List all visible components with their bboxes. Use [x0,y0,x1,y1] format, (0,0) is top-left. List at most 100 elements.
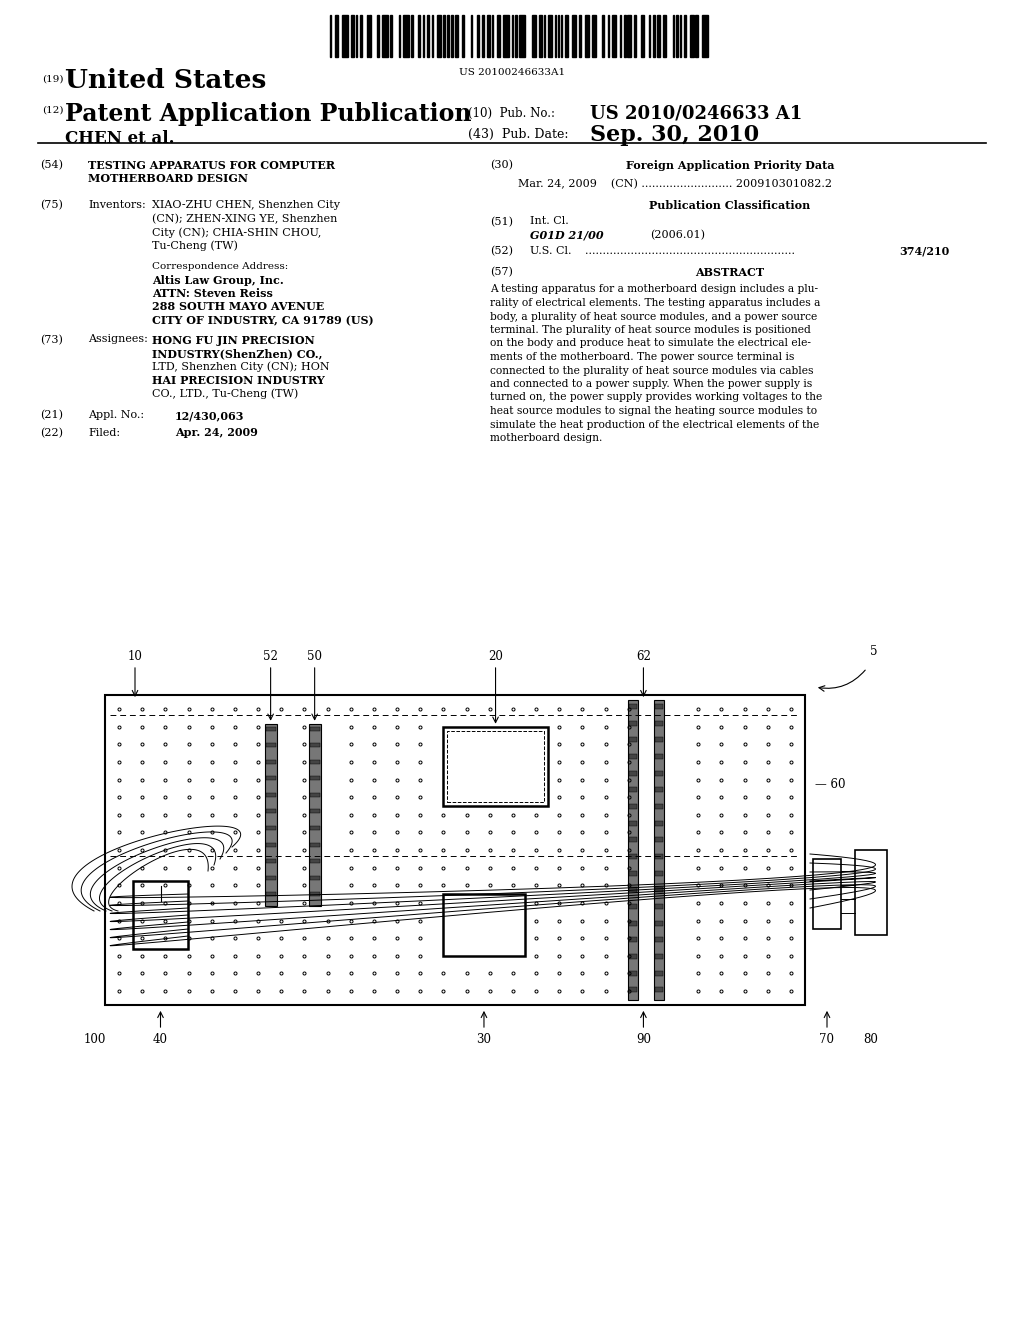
Text: (19): (19) [42,75,63,84]
Text: LTD, Shenzhen City (CN); HON: LTD, Shenzhen City (CN); HON [152,362,330,372]
Bar [443,726,548,807]
Bar [630,920,637,925]
Text: (57): (57) [490,267,513,277]
Text: CHEN et al.: CHEN et al. [65,129,174,147]
Text: (22): (22) [40,428,63,438]
Text: (CN); ZHEN-XING YE, Shenzhen: (CN); ZHEN-XING YE, Shenzhen [152,214,337,224]
Text: 90: 90 [636,1034,651,1045]
Text: INDUSTRY(ShenZhen) CO.,: INDUSTRY(ShenZhen) CO., [152,348,323,359]
Bar [655,904,663,909]
Bar [592,15,596,57]
Bar [655,754,663,759]
Bar [655,804,663,809]
Bar [471,15,472,57]
Text: (21): (21) [40,411,63,420]
Text: Publication Classification: Publication Classification [649,201,811,211]
Text: simulate the heat production of the electrical elements of the: simulate the heat production of the elec… [490,420,819,429]
Text: 50: 50 [307,649,323,663]
Bar [673,15,674,57]
Bar [105,696,805,1005]
Text: 80: 80 [863,1034,879,1045]
Bar [451,15,454,57]
Text: TESTING APPARATUS FOR COMPUTER: TESTING APPARATUS FOR COMPUTER [88,160,335,172]
Text: 5: 5 [870,645,878,657]
Bar [655,887,663,892]
Bar [655,787,663,792]
Bar [628,15,631,57]
Bar [561,15,562,57]
Bar [309,842,319,846]
Bar [447,731,544,803]
Bar [309,892,319,896]
Text: US 20100246633A1: US 20100246633A1 [459,69,565,77]
Text: Mar. 24, 2009    (CN) .......................... 200910301082.2: Mar. 24, 2009 (CN) .....................… [518,178,831,189]
Bar [378,15,379,57]
Text: ABSTRACT: ABSTRACT [695,267,765,279]
Bar [630,771,637,776]
Bar [133,880,188,949]
Bar [503,15,509,57]
Bar [602,15,604,57]
Bar [265,776,275,780]
Text: heat source modules to signal the heating source modules to: heat source modules to signal the heatin… [490,407,817,416]
Bar [855,850,887,935]
Bar [630,754,637,759]
Bar [382,15,388,57]
Text: body, a plurality of heat source modules, and a power source: body, a plurality of heat source modules… [490,312,817,322]
Text: on the body and produce heat to simulate the electrical ele-: on the body and produce heat to simulate… [490,338,811,348]
Text: Altis Law Group, Inc.: Altis Law Group, Inc. [152,275,284,285]
Text: 374/210: 374/210 [900,246,950,256]
Text: (30): (30) [490,160,513,170]
Bar [443,894,524,956]
Text: City (CN); CHIA-SHIN CHOU,: City (CN); CHIA-SHIN CHOU, [152,227,322,238]
Bar [423,15,424,57]
Text: 30: 30 [476,1034,492,1045]
Bar [265,726,275,731]
Text: rality of electrical elements. The testing apparatus includes a: rality of electrical elements. The testi… [490,298,820,308]
Bar [702,15,709,57]
Bar [655,854,663,859]
Text: U.S. Cl.: U.S. Cl. [530,246,571,256]
Bar [684,15,686,57]
Bar [629,700,638,1001]
Bar [630,787,637,792]
Bar [265,760,275,764]
Bar [497,15,500,57]
Bar [571,15,575,57]
Text: 52: 52 [263,649,279,663]
Bar [265,826,275,830]
Bar [265,743,275,747]
Text: Foreign Application Priority Data: Foreign Application Priority Data [626,160,835,172]
Bar [482,15,484,57]
Bar [309,859,319,863]
Bar [630,721,637,726]
Bar [630,904,637,909]
Bar [655,871,663,875]
Text: (43)  Pub. Date:: (43) Pub. Date: [468,128,568,141]
Bar [519,15,525,57]
Bar [531,15,536,57]
Text: (73): (73) [40,334,62,345]
Bar [630,871,637,875]
Text: (54): (54) [40,160,63,170]
Bar [309,809,319,813]
Bar [676,15,679,57]
Text: Appl. No.:: Appl. No.: [88,411,144,420]
Bar [630,738,637,742]
Text: 12/430,063: 12/430,063 [175,411,245,421]
Text: motherboard design.: motherboard design. [490,433,602,444]
Bar [586,15,589,57]
Bar [455,15,458,57]
Text: (51): (51) [490,216,513,227]
Bar [630,937,637,942]
Bar [663,15,667,57]
Bar [411,15,414,57]
Bar [630,987,637,993]
Bar [309,776,319,780]
Bar [342,15,348,57]
Text: — 60: — 60 [815,779,846,792]
Bar [641,15,644,57]
Bar [539,15,543,57]
Text: 10: 10 [128,649,142,663]
Bar [370,15,371,57]
